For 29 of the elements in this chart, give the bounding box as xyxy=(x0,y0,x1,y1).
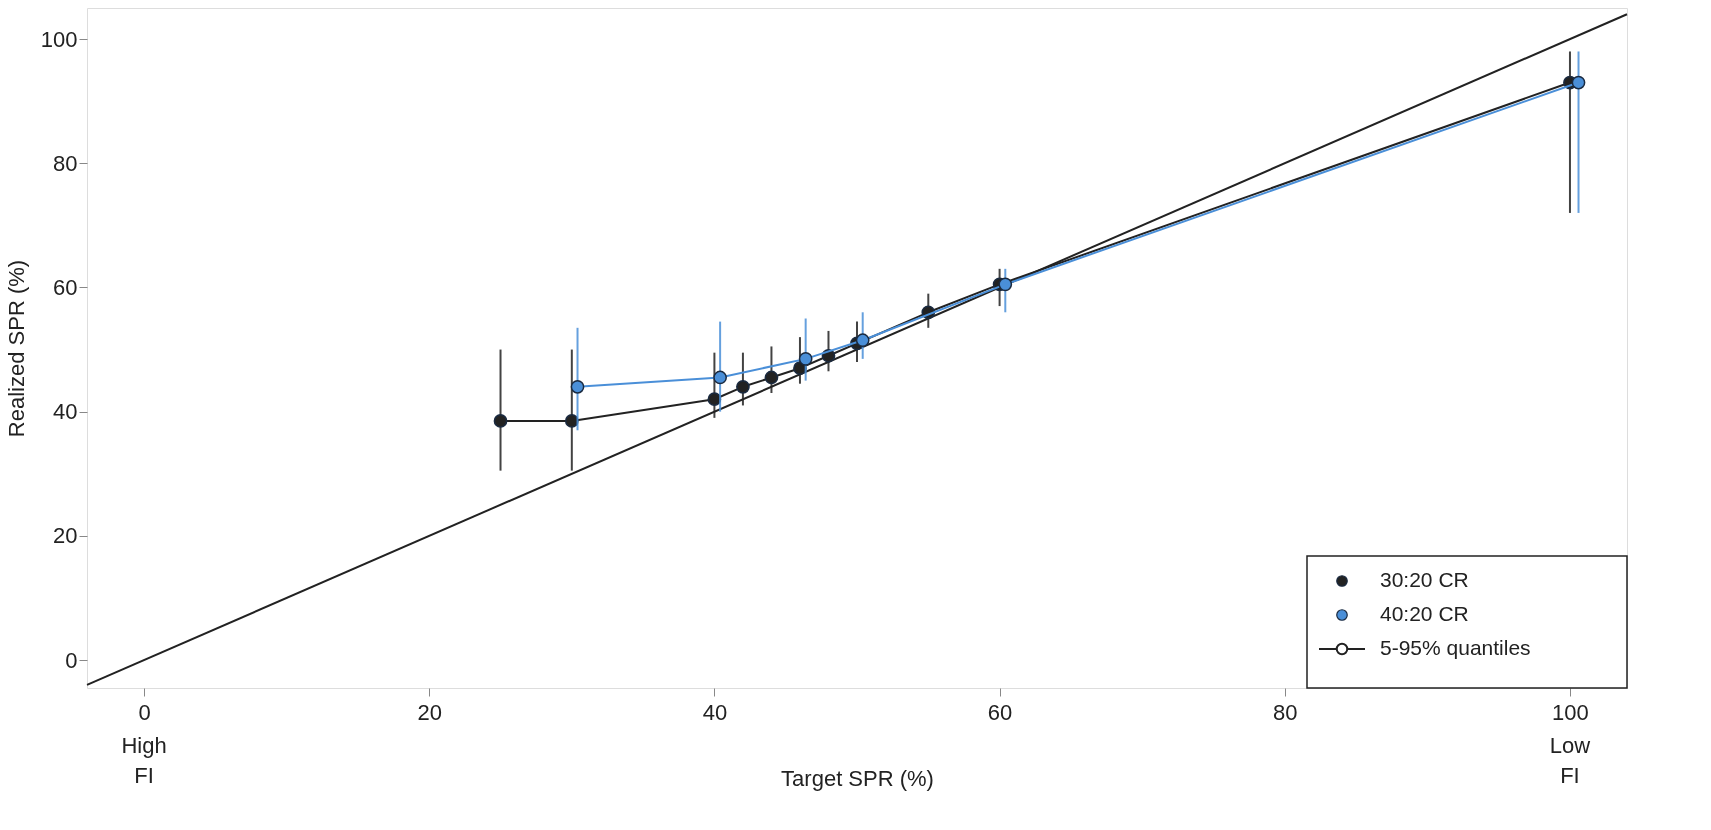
x-tick-label: 40 xyxy=(702,699,728,725)
point xyxy=(855,333,870,348)
x-tick-label: 80 xyxy=(1273,699,1298,725)
point xyxy=(736,379,750,394)
y-tick-label: 0 xyxy=(65,647,78,673)
legend-label: 40:20 CR xyxy=(1380,602,1469,625)
text: High FI xyxy=(121,733,167,788)
point xyxy=(798,352,813,366)
y-tick-label: 80 xyxy=(53,150,78,176)
point xyxy=(564,414,579,428)
point xyxy=(764,370,779,385)
x-tick-label: 60 xyxy=(987,699,1013,725)
y-tick-label: 60 xyxy=(53,274,78,300)
x-tick-label: 20 xyxy=(417,699,442,725)
x-axis-title: Target SPR (%) xyxy=(781,765,934,791)
legend-label: 30:20 CR xyxy=(1380,568,1469,591)
point xyxy=(998,277,1013,292)
point xyxy=(713,370,727,385)
y-axis-title: Realized SPR (%) xyxy=(3,259,29,438)
x-tick-label: 0 xyxy=(138,699,151,725)
y-tick-label: 100 xyxy=(40,26,78,52)
x-tick-label: 100 xyxy=(1552,699,1589,725)
y-tick-label: 40 xyxy=(53,399,78,425)
point xyxy=(493,414,508,428)
point xyxy=(1571,75,1586,90)
y-tick-label: 20 xyxy=(53,523,78,549)
point xyxy=(570,379,585,394)
text: Low FI xyxy=(1549,733,1591,788)
annotation: 5-95% quantiles xyxy=(1380,636,1531,659)
